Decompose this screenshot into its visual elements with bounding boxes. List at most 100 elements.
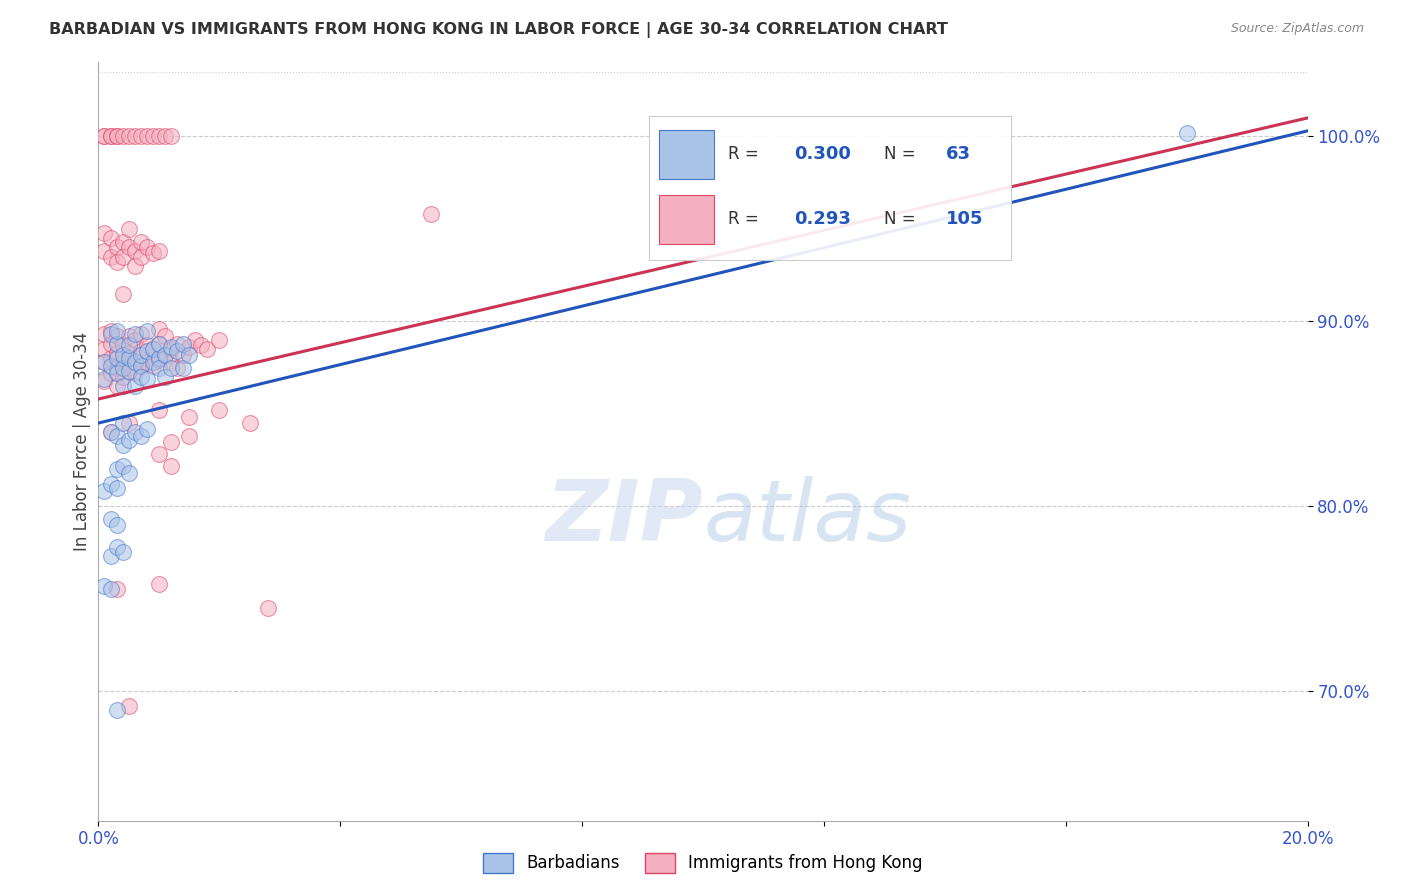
Point: [129, 429, 152, 443]
Point: [111, 369, 134, 384]
Point: [118, 360, 141, 375]
Point: [148, 577, 170, 591]
Point: [105, 582, 128, 597]
Point: [208, 403, 231, 417]
Point: [184, 333, 207, 347]
Point: [179, 410, 201, 425]
Point: [124, 259, 146, 273]
Point: [190, 338, 212, 352]
Point: [135, 338, 157, 352]
Point: [148, 336, 170, 351]
Point: [105, 129, 128, 144]
Text: Source: ZipAtlas.com: Source: ZipAtlas.com: [1230, 22, 1364, 36]
Point: [93, 327, 115, 342]
Point: [100, 351, 122, 366]
Point: [93, 374, 115, 388]
Point: [100, 327, 122, 342]
Point: [118, 351, 141, 366]
Point: [93, 372, 115, 386]
Point: [160, 434, 183, 449]
Point: [111, 360, 134, 375]
Point: [105, 703, 128, 717]
Point: [111, 250, 134, 264]
Point: [118, 416, 141, 430]
Point: [148, 448, 170, 462]
Point: [93, 129, 115, 144]
Text: ZIP: ZIP: [546, 475, 703, 559]
Point: [148, 351, 170, 366]
Text: atlas: atlas: [703, 475, 911, 559]
Point: [93, 244, 115, 258]
Point: [239, 416, 262, 430]
Point: [93, 342, 115, 356]
Point: [118, 466, 141, 480]
Point: [100, 336, 122, 351]
Point: [129, 327, 152, 342]
Point: [100, 250, 122, 264]
Point: [129, 348, 152, 362]
Point: [118, 364, 141, 378]
Point: [111, 355, 134, 369]
Point: [105, 360, 128, 375]
Point: [129, 235, 152, 249]
Point: [93, 484, 115, 499]
Point: [111, 458, 134, 473]
Point: [105, 379, 128, 393]
Point: [105, 240, 128, 254]
Point: [148, 244, 170, 258]
Point: [93, 129, 115, 144]
Point: [160, 458, 183, 473]
Point: [148, 336, 170, 351]
Point: [118, 240, 141, 254]
Point: [172, 348, 194, 362]
Point: [105, 329, 128, 343]
Point: [142, 342, 165, 356]
Point: [142, 246, 165, 260]
Point: [118, 329, 141, 343]
Point: [93, 579, 115, 593]
Point: [135, 343, 157, 358]
Point: [105, 517, 128, 532]
Point: [153, 129, 176, 144]
Point: [172, 360, 194, 375]
Point: [148, 322, 170, 336]
Point: [135, 355, 157, 369]
Point: [111, 438, 134, 452]
Point: [129, 343, 152, 358]
Point: [124, 366, 146, 380]
Point: [148, 129, 170, 144]
Point: [111, 416, 134, 430]
Point: [100, 425, 122, 440]
Point: [105, 345, 128, 359]
Legend: Barbadians, Immigrants from Hong Kong: Barbadians, Immigrants from Hong Kong: [477, 847, 929, 880]
Point: [105, 540, 128, 554]
Point: [124, 333, 146, 347]
Point: [160, 129, 183, 144]
Point: [129, 359, 152, 373]
Point: [118, 338, 141, 352]
Point: [160, 355, 183, 369]
Point: [148, 403, 170, 417]
Point: [142, 342, 165, 356]
Point: [135, 324, 157, 338]
Point: [129, 359, 152, 373]
Point: [124, 327, 146, 342]
Point: [148, 353, 170, 368]
Point: [124, 244, 146, 258]
Point: [160, 340, 183, 354]
Point: [129, 250, 152, 264]
Point: [172, 336, 194, 351]
Point: [100, 512, 122, 526]
Point: [124, 129, 146, 144]
Point: [118, 345, 141, 359]
Point: [100, 477, 122, 491]
Point: [111, 379, 134, 393]
Point: [111, 129, 134, 144]
Point: [179, 348, 201, 362]
Point: [105, 462, 128, 476]
Point: [100, 129, 122, 144]
Point: [179, 340, 201, 354]
Point: [111, 338, 134, 352]
Point: [208, 333, 231, 347]
Point: [118, 222, 141, 236]
